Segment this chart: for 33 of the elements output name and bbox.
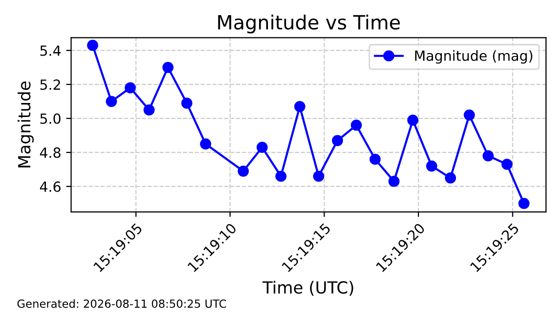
point: [200, 138, 212, 150]
point: [388, 176, 400, 187]
y-tick-label: 4.6: [40, 181, 61, 192]
point: [87, 40, 98, 51]
y-tick-label: 5.4: [40, 46, 61, 56]
point: [181, 98, 192, 109]
x-axis-title: Time (UTC): [262, 280, 354, 296]
point: [464, 109, 475, 121]
point: [124, 82, 136, 94]
point: [275, 170, 286, 182]
point: [106, 96, 117, 107]
point: [370, 154, 381, 165]
point: [144, 104, 155, 116]
point: [482, 150, 494, 162]
y-tick-label: 5.2: [40, 79, 60, 90]
point: [313, 170, 324, 182]
point: [162, 62, 174, 73]
point: [350, 120, 362, 131]
point: [444, 172, 456, 184]
legend-label: Magnitude (mag): [415, 50, 532, 64]
point: [407, 114, 418, 126]
point: [256, 142, 268, 153]
point: [238, 166, 249, 177]
point: [294, 100, 306, 112]
chart-title: Magnitude vs Time: [218, 14, 400, 34]
point: [426, 160, 438, 172]
point: [518, 198, 530, 210]
point: [332, 134, 344, 146]
y-tick-label: 5.0: [40, 113, 60, 124]
point: [501, 158, 513, 170]
y-tick-label: 4.8: [40, 147, 60, 158]
y-axis-title: Magnitude: [18, 82, 34, 168]
text: Generated: 2026-08-11 08:50:25 UTC: [17, 299, 226, 308]
